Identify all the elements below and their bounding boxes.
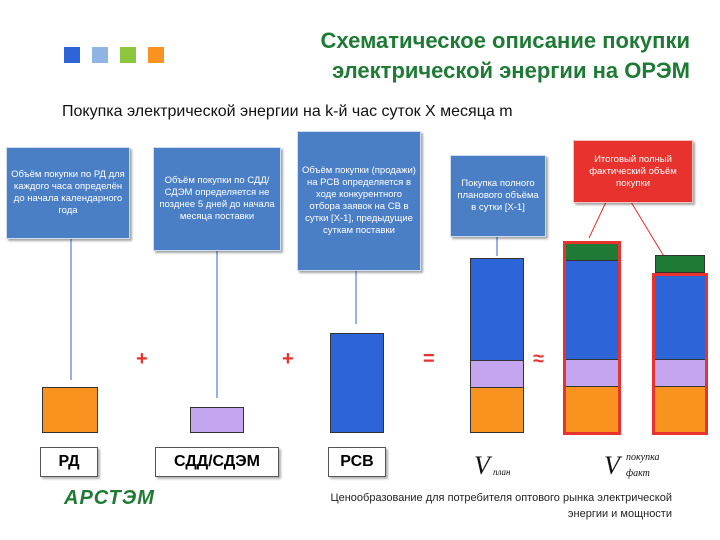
operator-equals: =: [423, 348, 435, 370]
callout-rsv: Объём покупки (продажи) на РСВ определяе…: [297, 131, 421, 271]
formula-v-plan-symbol: V: [474, 451, 490, 480]
formula-v-plan: V: [474, 451, 490, 481]
footer-line2: энергии и мощности: [567, 508, 672, 520]
footer-caption: Ценообразование для потребителя оптового…: [330, 490, 672, 522]
formula-v-fact-superscript: покупка: [626, 452, 660, 463]
bar-plan-rd-segment: [471, 388, 523, 432]
company-logo: АРСТЭМ: [64, 487, 155, 509]
connector-total-left-inner: [588, 201, 607, 239]
formula-v-fact-subscript: факт: [626, 468, 650, 479]
operator-plus-2: +: [282, 348, 294, 370]
bar-fact-2: [652, 273, 708, 435]
page-title-line1: Схематическое описание покупки: [320, 28, 690, 53]
bar-fact-1-sdd-segment: [566, 359, 618, 387]
callout-sdd: Объём покупки по СДД/СДЭМ определяется н…: [153, 147, 281, 251]
bar-plan: [470, 258, 524, 433]
bar-fact-2-green-segment: [655, 255, 705, 273]
label-rsv: РСВ: [328, 447, 386, 477]
page-subtitle: Покупка электрической энергии на k-й час…: [62, 103, 513, 120]
operator-approx: ≈: [533, 348, 544, 370]
bar-fact-2-rd-segment: [655, 387, 705, 432]
logo-square-green: [120, 47, 136, 63]
page-title: Схематическое описание покупки электриче…: [321, 26, 690, 86]
callout-plan: Покупка полного планового объёма в сутки…: [450, 155, 546, 237]
bar-rd: [42, 387, 98, 433]
logo-square-lightblue: [92, 47, 108, 63]
formula-v-fact: V: [604, 451, 620, 481]
logo-square-orange: [148, 47, 164, 63]
bar-rsv: [330, 333, 384, 433]
bar-fact-1-green-segment: [566, 244, 618, 261]
label-rd: РД: [40, 447, 98, 477]
formula-v-fact-symbol: V: [604, 451, 620, 480]
page-title-line2: электрической энергии на ОРЭМ: [332, 58, 690, 83]
label-sdd: СДД/СДЭМ: [155, 447, 279, 477]
callout-total: Итоговый полный фактический объём покупк…: [573, 140, 693, 203]
bar-sdd: [190, 407, 244, 433]
bar-fact-1: [563, 241, 621, 435]
callout-rd: Объём покупки по РД для каждого часа опр…: [6, 147, 130, 239]
formula-v-plan-subscript: план: [493, 467, 511, 477]
bar-plan-sdd-segment: [471, 360, 523, 388]
operator-plus-1: +: [136, 348, 148, 370]
bar-fact-2-sdd-segment: [655, 359, 705, 387]
footer-line1: Ценообразование для потребителя оптового…: [330, 492, 672, 504]
bar-fact-1-rd-segment: [566, 387, 618, 432]
logo-square-blue: [64, 47, 80, 63]
